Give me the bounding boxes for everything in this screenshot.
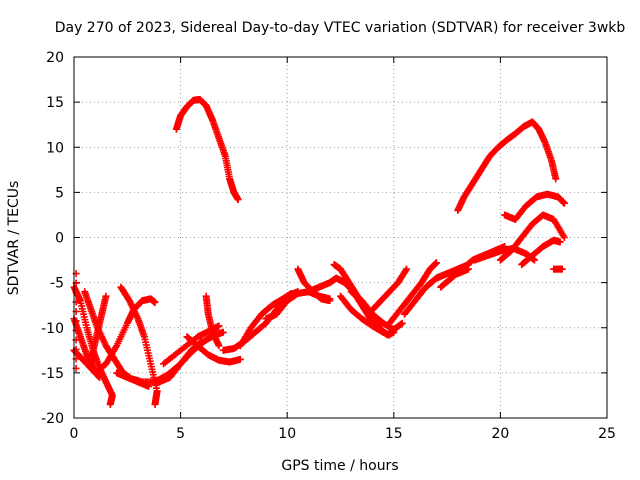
series-arc-13 xyxy=(183,333,244,366)
y-tick-label: 5 xyxy=(55,185,64,201)
data-point xyxy=(432,259,440,267)
series-arc-06 xyxy=(87,292,110,368)
y-tick-label: 10 xyxy=(46,140,64,156)
y-tick-label: -10 xyxy=(41,321,64,337)
data-point xyxy=(531,256,539,264)
series-arc-07 xyxy=(117,283,161,408)
y-tick-label: 20 xyxy=(46,50,64,66)
data-point xyxy=(215,322,223,330)
y-tick-label: -5 xyxy=(50,276,64,292)
data-point xyxy=(151,298,159,306)
data-point xyxy=(236,355,244,363)
data-point xyxy=(215,342,223,350)
data-point xyxy=(106,400,114,408)
data-point xyxy=(402,266,410,274)
data-point xyxy=(552,175,560,183)
x-tick-label: 20 xyxy=(491,426,509,442)
series-arc-25 xyxy=(386,259,440,327)
data-point xyxy=(558,265,566,273)
series-arc-15 xyxy=(172,95,242,204)
data-point xyxy=(386,331,394,339)
y-tick-label: 0 xyxy=(55,231,64,247)
series-arc-32 xyxy=(501,190,568,223)
series-arc-33 xyxy=(518,236,564,269)
series-arc-09 xyxy=(91,295,159,377)
x-tick-label: 15 xyxy=(385,426,403,442)
y-tick-label: -20 xyxy=(41,411,64,427)
data-point xyxy=(219,328,227,336)
x-tick-label: 25 xyxy=(598,426,616,442)
x-tick-label: 0 xyxy=(70,426,79,442)
x-tick-label: 10 xyxy=(278,426,296,442)
y-tick-label: 15 xyxy=(46,95,64,111)
data-point xyxy=(556,238,564,246)
series-arc-29 xyxy=(454,118,560,214)
data-point xyxy=(151,400,159,408)
data-point xyxy=(560,234,568,241)
grid xyxy=(74,57,607,418)
data-point xyxy=(398,319,406,327)
x-axis-label: GPS time / hours xyxy=(281,458,398,474)
series-arc-14 xyxy=(202,292,223,350)
series-arc-23 xyxy=(337,292,394,339)
data-point xyxy=(326,297,334,305)
axis-ticks: 0 5 10 15 20 25 -20 -15 -10 -5 0 5 10 15 20 xyxy=(41,50,616,442)
data-points xyxy=(70,95,568,408)
data-point xyxy=(95,372,103,380)
x-tick-label: 5 xyxy=(176,426,185,442)
plot-frame xyxy=(73,56,608,419)
data-point xyxy=(96,373,104,381)
data-point xyxy=(560,199,568,207)
data-point xyxy=(87,360,95,368)
series-arc-24 xyxy=(368,265,411,314)
data-point xyxy=(234,196,242,204)
series-arc-22 xyxy=(347,288,406,334)
y-tick-label: -15 xyxy=(41,366,64,382)
chart-title: Day 270 of 2023, Sidereal Day-to-day VTE… xyxy=(55,20,626,36)
series-arc-34 xyxy=(550,265,566,273)
data-point xyxy=(403,265,411,273)
series-arc-31 xyxy=(496,211,568,264)
y-axis-label: SDTVAR / TECUs xyxy=(6,181,22,296)
